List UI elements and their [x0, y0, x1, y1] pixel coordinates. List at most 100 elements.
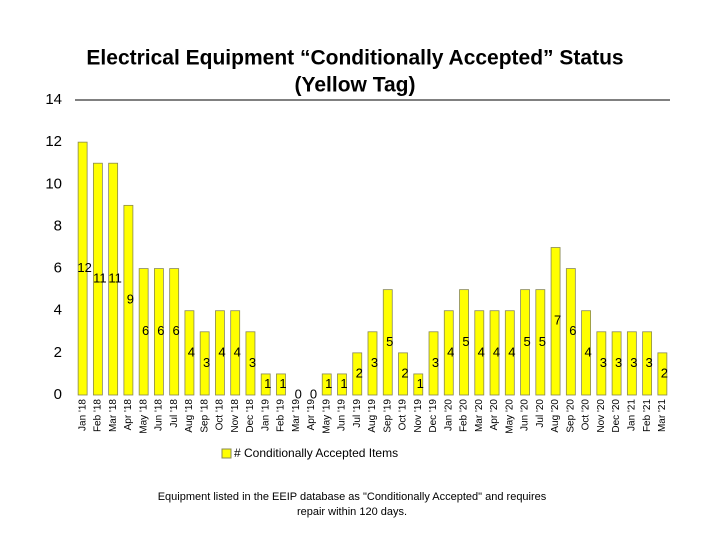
x-tick-label: Jan '19 [260, 399, 271, 431]
x-tick-label: Mar '18 [108, 399, 119, 432]
bar [367, 331, 378, 396]
legend-swatch [221, 448, 232, 459]
data-label: 1 [279, 376, 286, 391]
x-tick-label: Sep '18 [199, 399, 210, 433]
bar [123, 204, 134, 396]
y-tick-label: 4 [54, 302, 62, 319]
x-tick-label: Apr '19 [306, 399, 317, 431]
x-tick-label: Feb '21 [642, 399, 653, 432]
data-label: 2 [356, 365, 363, 380]
bar [443, 310, 454, 396]
bar [337, 373, 347, 396]
x-tick-label: Jan '20 [443, 399, 454, 431]
data-label: 4 [218, 344, 225, 359]
bar [657, 352, 668, 396]
bar [245, 331, 256, 396]
bar [642, 331, 653, 396]
y-tick-label: 8 [54, 217, 62, 234]
bar [138, 268, 149, 396]
bar [230, 310, 241, 396]
data-label: 3 [600, 355, 607, 370]
bar [382, 289, 393, 396]
x-tick-label: Jan '21 [626, 399, 637, 431]
data-label: 6 [142, 323, 149, 338]
data-label: 4 [478, 344, 485, 359]
note: repair within 120 days. [297, 506, 407, 518]
bar [626, 331, 637, 396]
x-tick-label: Feb '20 [459, 399, 470, 432]
y-tick-label: 12 [45, 133, 62, 150]
data-label: 1 [417, 376, 424, 391]
bar [611, 331, 622, 396]
bar [428, 331, 439, 396]
bar [77, 141, 88, 396]
x-tick-label: Apr '18 [123, 399, 134, 431]
bar [474, 310, 485, 396]
data-label: 7 [554, 313, 561, 328]
x-tick-label: Nov '19 [413, 399, 424, 433]
x-tick-label: Mar '20 [474, 399, 485, 432]
data-label: 6 [569, 323, 576, 338]
data-label: 4 [188, 344, 195, 359]
data-label: 3 [645, 355, 652, 370]
bar [276, 373, 286, 396]
bar [215, 310, 225, 396]
data-label: 5 [462, 334, 469, 349]
data-label: 3 [203, 355, 210, 370]
x-tick-label: Jun '18 [154, 399, 165, 431]
y-tick-label: 0 [54, 386, 62, 403]
note: Equipment listed in the EEIP database as… [158, 491, 547, 503]
data-label: 11 [93, 271, 107, 286]
bar [352, 352, 363, 396]
x-tick-label: Jul '20 [535, 399, 546, 428]
bar [184, 310, 195, 396]
bar [504, 310, 515, 396]
bar [550, 247, 561, 396]
x-tick-label: May '18 [138, 399, 149, 434]
data-label: 12 [77, 260, 91, 275]
x-tick-label: Aug '18 [184, 399, 195, 433]
x-tick-label: Dec '19 [428, 399, 439, 433]
y-tick-label: 10 [45, 175, 62, 192]
data-label: 11 [108, 271, 122, 286]
data-label: 9 [127, 292, 134, 307]
bar [321, 373, 332, 396]
x-tick-label: Feb '18 [93, 399, 104, 432]
data-label: 3 [432, 355, 439, 370]
x-tick-label: Dec '20 [611, 399, 622, 433]
bar [535, 289, 546, 396]
x-tick-label: Aug '19 [367, 399, 378, 433]
x-tick-label: Jan '18 [77, 399, 88, 431]
x-tick-label: Mar '21 [657, 399, 668, 432]
data-label: 6 [173, 323, 180, 338]
x-tick-label: May '19 [321, 399, 332, 434]
x-tick-label: Sep '20 [565, 399, 576, 433]
x-tick-label: Aug '20 [550, 399, 561, 433]
data-label: 5 [523, 334, 530, 349]
x-tick-label: Jun '19 [337, 399, 348, 431]
x-tick-label: Oct '19 [398, 399, 409, 431]
bar [413, 373, 424, 396]
chart-title: Electrical Equipment “Conditionally Acce… [86, 47, 623, 70]
data-label: 3 [615, 355, 622, 370]
data-label: 5 [386, 334, 393, 349]
legend-label: # Conditionally Accepted Items [234, 446, 398, 460]
data-label: 1 [340, 376, 347, 391]
data-label: 3 [249, 355, 256, 370]
bar [154, 268, 164, 396]
data-label: 0 [310, 386, 317, 401]
data-label: 6 [157, 323, 164, 338]
data-label: 4 [234, 344, 241, 359]
y-tick-label: 6 [54, 260, 62, 277]
data-label: 1 [325, 376, 332, 391]
data-label: 0 [295, 386, 302, 401]
x-tick-label: Jul '19 [352, 399, 363, 428]
bar [92, 162, 103, 396]
data-label: 2 [661, 365, 668, 380]
bar [108, 162, 119, 396]
x-tick-label: Oct '18 [215, 399, 226, 431]
data-label: 1 [264, 376, 271, 391]
data-label: 4 [584, 344, 591, 359]
x-tick-label: Mar '19 [291, 399, 302, 432]
